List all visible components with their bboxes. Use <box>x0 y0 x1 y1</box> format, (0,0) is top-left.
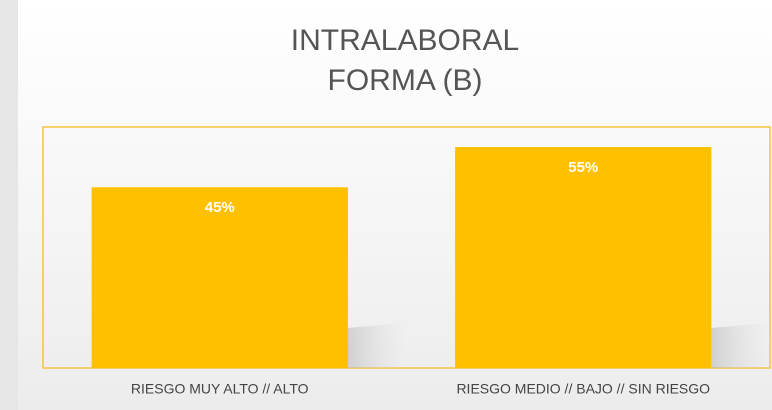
bar-shadow <box>347 323 408 368</box>
x-tick-label: RIESGO MEDIO // BAJO // SIN RIESGO <box>456 381 710 397</box>
data-label: 45% <box>205 199 235 216</box>
bar-shadow <box>711 323 772 368</box>
bar <box>91 187 348 368</box>
x-tick-label: RIESGO MUY ALTO // ALTO <box>131 381 309 397</box>
chart-title: INTRALABORAL <box>291 24 519 57</box>
chart-title: FORMA (B) <box>328 64 483 97</box>
bar <box>455 147 712 368</box>
data-label: 55% <box>568 159 598 176</box>
